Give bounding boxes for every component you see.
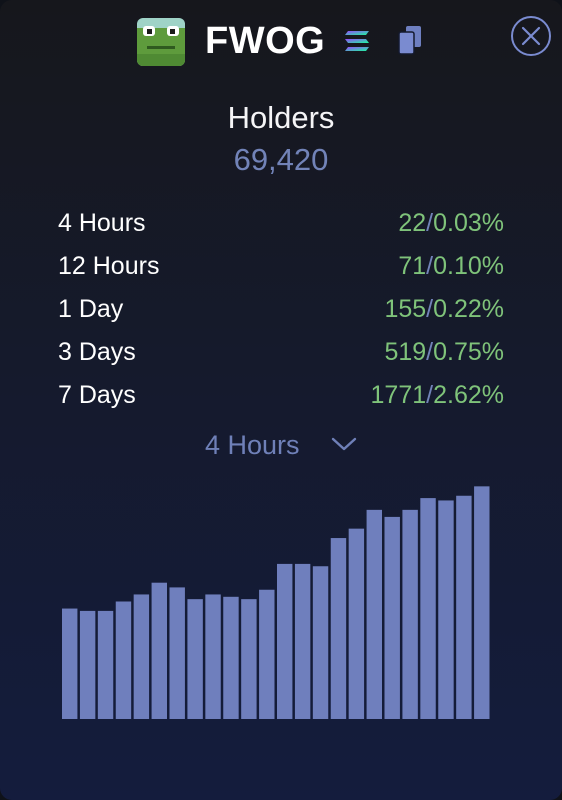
- frog-avatar-icon: [137, 18, 185, 66]
- chart-bar-9: [205, 594, 221, 719]
- stat-row-12-hours: 12 Hours 71/0.10%: [58, 246, 504, 289]
- holders-title: Holders: [227, 100, 335, 135]
- stat-row-3-days: 3 Days 519/0.75%: [58, 332, 504, 375]
- stat-value: 71/0.10%: [398, 246, 504, 286]
- chart-bar-5: [133, 594, 150, 719]
- chart-bar-23: [456, 495, 472, 719]
- stat-value: 22/0.03%: [398, 203, 504, 243]
- stat-separator: /: [426, 338, 434, 366]
- chart-bar-2: [79, 610, 96, 719]
- chart-bar-19: [384, 516, 400, 719]
- stat-count: 1771: [370, 381, 427, 409]
- stat-row-1-day: 1 Day 155/0.22%: [58, 289, 504, 332]
- stat-label: 3 Days: [58, 338, 136, 366]
- stat-count: 22: [398, 209, 427, 237]
- stat-label: 12 Hours: [58, 252, 160, 280]
- chart-bar-11: [241, 599, 257, 719]
- stat-percent: 0.75%: [433, 338, 504, 366]
- chart-bar-14: [294, 563, 311, 719]
- holder-stats-list: 4 Hours 22/0.03% 12 Hours 71/0.10% 1 Day…: [58, 203, 504, 418]
- chart-bar-24: [474, 486, 490, 719]
- chart-bar-12: [259, 589, 275, 719]
- time-range-dropdown[interactable]: 4 Hours: [200, 426, 365, 464]
- stat-label: 1 Day: [58, 295, 124, 323]
- chart-bar-22: [438, 500, 454, 719]
- stat-value: 155/0.22%: [384, 289, 504, 329]
- stat-separator: /: [426, 252, 434, 280]
- chevron-down-icon: [331, 437, 357, 451]
- token-name: FWOG: [205, 20, 326, 62]
- holders-bar-chart: [62, 486, 490, 719]
- stat-value: 519/0.75%: [384, 332, 504, 372]
- chart-bar-17: [348, 528, 365, 719]
- close-button[interactable]: [510, 15, 552, 57]
- stat-row-7-days: 7 Days 1771/2.62%: [58, 375, 504, 418]
- chart-bar-21: [420, 498, 436, 719]
- stat-separator: /: [426, 381, 434, 409]
- chart-bar-8: [187, 599, 203, 719]
- time-range-selected: 4 Hours: [205, 430, 300, 460]
- chart-bar-6: [151, 582, 167, 719]
- stat-count: 155: [384, 295, 427, 323]
- chart-bar-16: [330, 538, 347, 719]
- solana-icon: [345, 31, 369, 51]
- stat-count: 71: [398, 252, 427, 280]
- chart-bar-7: [169, 587, 185, 719]
- stat-value: 1771/2.62%: [371, 375, 504, 415]
- chart-bar-15: [312, 566, 329, 719]
- stat-label: 4 Hours: [58, 209, 146, 237]
- chart-bar-18: [366, 509, 382, 719]
- holders-count: 69,420: [233, 142, 329, 177]
- stat-percent: 0.22%: [433, 295, 504, 323]
- chart-bar-3: [97, 610, 114, 719]
- stat-row-4-hours: 4 Hours 22/0.03%: [58, 203, 504, 246]
- stat-label: 7 Days: [58, 381, 136, 409]
- chart-bar-4: [115, 601, 132, 719]
- stat-separator: /: [426, 209, 434, 237]
- stat-percent: 0.10%: [433, 252, 504, 280]
- stat-percent: 2.62%: [433, 381, 504, 409]
- token-header: FWOG: [0, 16, 562, 66]
- chart-bar-13: [277, 563, 293, 719]
- chart-bar-20: [402, 509, 418, 719]
- chart-bar-1: [62, 608, 78, 719]
- copy-icon[interactable]: [398, 25, 422, 55]
- chart-bar-10: [223, 596, 239, 719]
- stat-count: 519: [384, 338, 427, 366]
- stat-separator: /: [426, 295, 434, 323]
- stat-percent: 0.03%: [433, 209, 504, 237]
